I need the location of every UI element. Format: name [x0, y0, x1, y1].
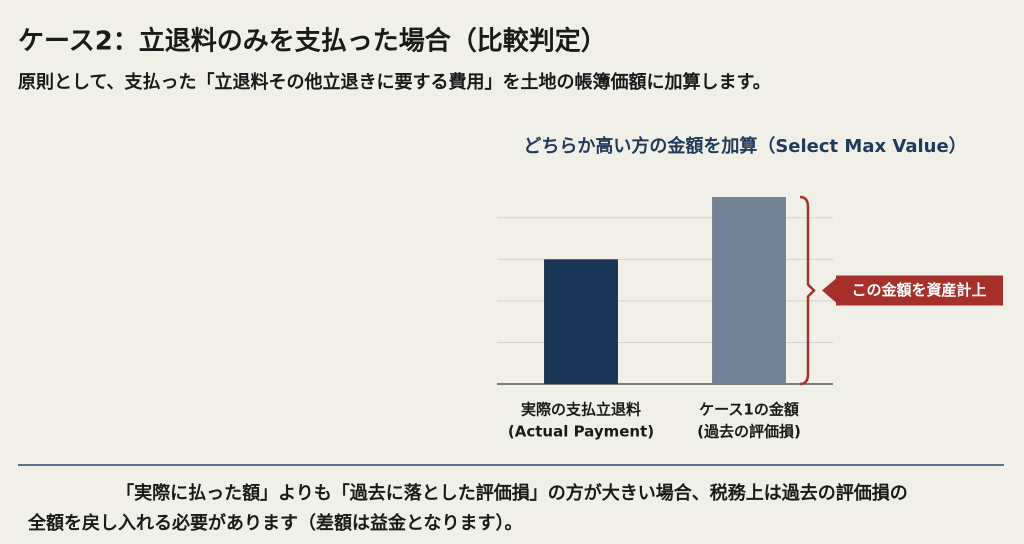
slide-title: ケース2：立退料のみを支払った場合（比較判定）: [18, 26, 607, 57]
footer-text: 全額を戻し入れる必要があります（差額は益金となります）。: [27, 512, 522, 534]
x-tick-label: ケース1の金額: [699, 401, 799, 419]
annotation-box: [822, 275, 1003, 306]
bracket: [799, 195, 816, 386]
bar: [544, 259, 618, 384]
x-tick-label: (過去の評価損): [697, 423, 801, 441]
chart-title: どちらか高い方の金額を加算（Select Max Value）: [523, 135, 966, 157]
slide-subtitle: 原則として、支払った「立退料その他立退きに要する費用」を土地の帳簿価額に加算しま…: [18, 71, 771, 93]
bar: [712, 197, 786, 384]
annotation: この金額を資産計上: [851, 281, 986, 299]
footer-text: 「実際に払った額」よりも「過去に落とした評価損」の方が大きい場合、税務上は過去の…: [116, 482, 908, 504]
x-tick-label: (Actual Payment): [508, 423, 654, 441]
x-tick-label: 実際の支払立退料: [521, 401, 641, 419]
